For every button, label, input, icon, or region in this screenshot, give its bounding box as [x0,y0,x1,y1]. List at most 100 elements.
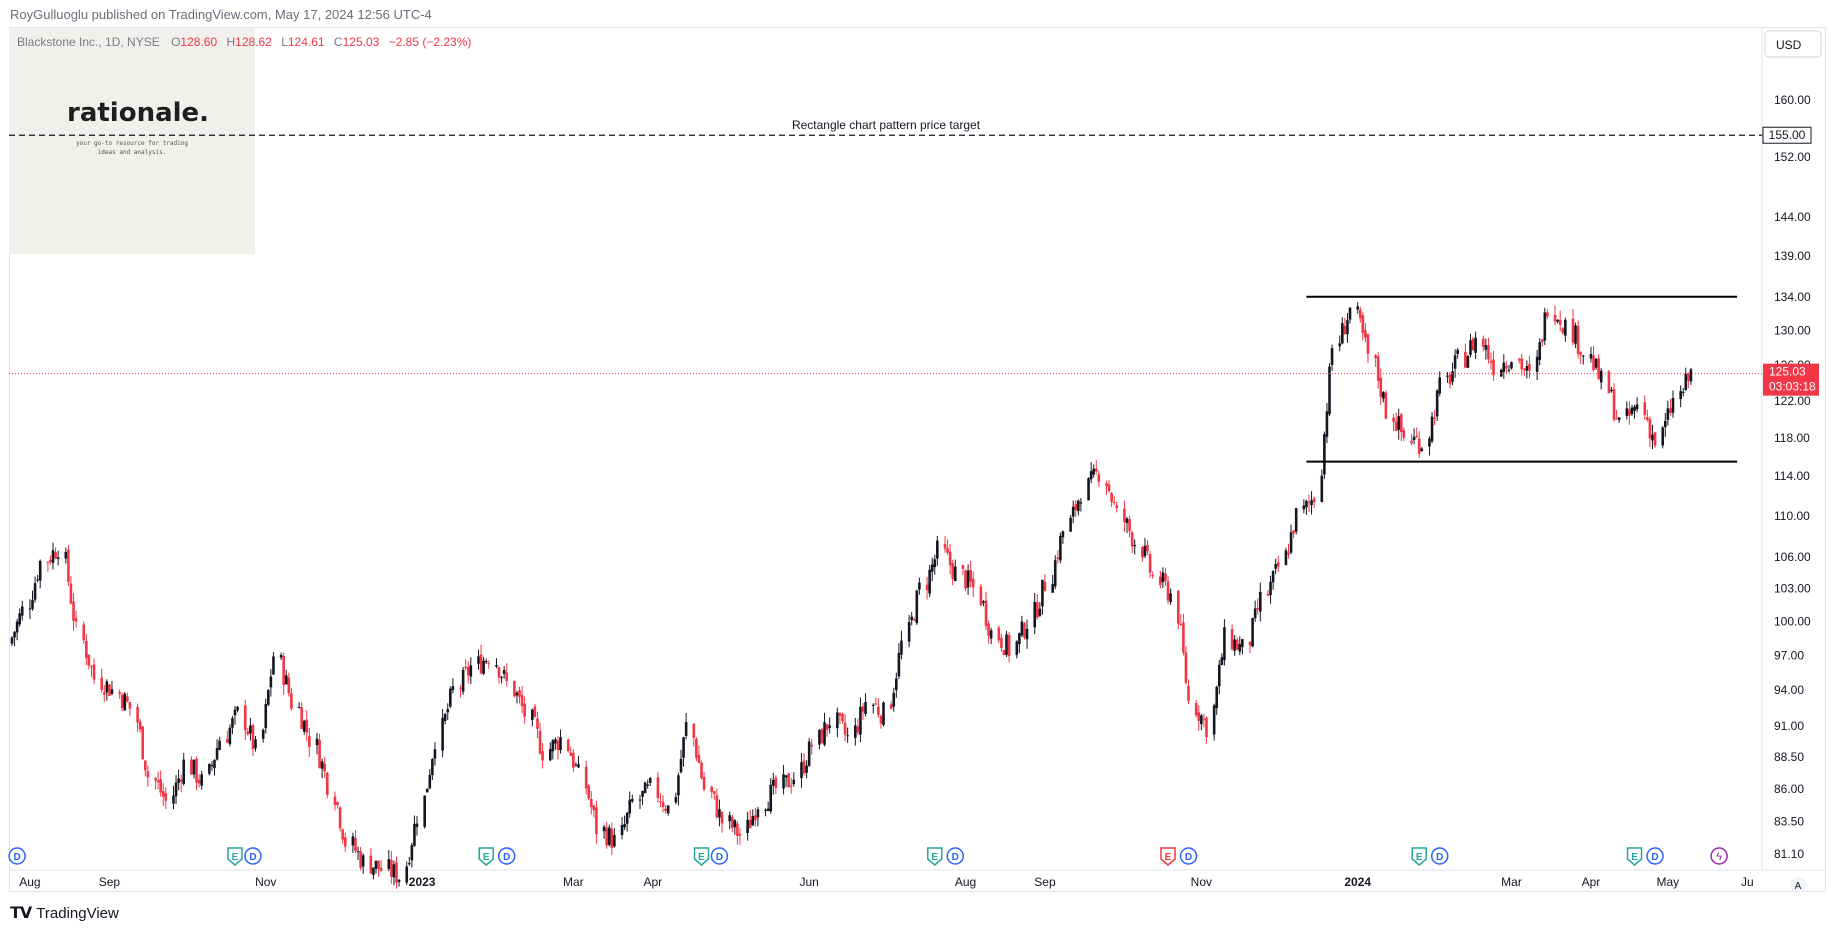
candle-body [859,706,862,735]
time-tick-label: Sep [1034,875,1056,889]
earnings-icon: E [1165,852,1172,863]
candle-body [1164,573,1167,581]
candle-body [631,799,634,802]
dividend-marker[interactable]: D [1430,847,1449,865]
candle-body [1307,501,1311,503]
candle-body [566,739,570,751]
earnings-icon: E [483,852,490,863]
candle-body [1430,416,1434,442]
candle-body [915,590,919,624]
tradingview-brand[interactable]: TradingView [36,904,119,922]
symbol-legend[interactable]: Blackstone Inc., 1D, NYSE O128.60 H128.6… [17,35,471,49]
auto-scale-button-circle[interactable] [1790,877,1806,893]
dividend-marker-circle[interactable] [1646,847,1664,865]
earnings-marker[interactable]: E [478,847,494,866]
candle-body [477,656,480,664]
dividend-marker-circle[interactable] [244,847,262,865]
candle-body [1648,419,1652,439]
earnings-marker-shape[interactable] [927,847,943,866]
dividend-marker[interactable]: D [710,847,729,865]
dividend-marker[interactable]: D [8,847,26,865]
candle-body [1679,391,1682,399]
candle-body [1151,575,1154,577]
dividend-marker[interactable]: D [1646,847,1664,865]
candle-body [1002,650,1006,656]
candle-body [1205,717,1208,738]
dividend-marker[interactable]: D [1179,847,1198,865]
candle-body [1438,377,1442,394]
earnings-marker[interactable]: E [227,847,243,866]
earnings-marker-shape[interactable] [1160,847,1176,866]
dividend-icon: D [716,852,723,863]
currency-button-frame[interactable] [1764,30,1822,58]
price-tick-label: 144.00 [1774,210,1811,224]
dividend-marker-circle[interactable] [946,847,965,865]
candle-body [1161,572,1165,583]
dividend-marker[interactable]: D [497,847,516,865]
candle-body [1146,544,1149,552]
candle-body [297,707,301,709]
candles-group[interactable] [10,302,1693,889]
candle-body [1394,421,1398,431]
auto-scale-button[interactable]: A [1790,877,1806,893]
lightning-icon: ϟ [1716,851,1722,863]
currency-label[interactable]: USD [1776,38,1802,52]
earnings-marker[interactable]: E [1626,847,1643,866]
earnings-marker-shape[interactable] [1626,847,1643,866]
currency-button[interactable]: USD [1764,30,1822,58]
upcoming-event-circle[interactable] [1710,847,1728,865]
logo-background [9,28,255,254]
dividend-marker[interactable]: D [244,847,262,865]
earnings-marker-shape[interactable] [227,847,243,866]
earnings-marker-shape[interactable] [478,847,494,866]
earnings-marker[interactable]: E [1411,847,1427,866]
dividend-marker-circle[interactable] [497,847,516,865]
candle-body [782,774,785,789]
open-label: O [171,35,180,49]
candle-body [1007,634,1011,656]
candle-body [272,656,275,675]
earnings-icon: E [698,852,705,863]
symbol-name[interactable]: Blackstone Inc., 1D, NYSE [17,35,160,49]
candle-body [233,709,237,716]
candle-body [1094,468,1098,472]
dividend-marker-circle[interactable] [8,847,26,865]
candle-body [1179,624,1183,626]
candle-body [1217,664,1221,687]
earnings-marker[interactable]: E [1160,847,1176,866]
dividend-marker-circle[interactable] [1179,847,1198,865]
candle-body [966,570,970,588]
candle-body [1433,417,1436,420]
earnings-marker[interactable]: E [693,847,710,866]
time-axis[interactable]: Aug Sep Nov 2023 Mar Apr Jun Aug Sep Nov 2024 Mar Ap… [19,875,1753,889]
candle-body [323,763,327,772]
earnings-marker[interactable]: E [927,847,943,866]
candle-body [997,627,1001,641]
dividend-marker-circle[interactable] [710,847,729,865]
candle-body [1666,408,1670,420]
candle-body [505,672,509,681]
price-target-annotation[interactable]: Rectangle chart pattern price target [792,118,981,132]
candle-body [351,836,355,846]
earnings-marker-shape[interactable] [1411,847,1427,866]
dividend-marker[interactable]: D [946,847,965,865]
candle-body [1446,375,1449,377]
candle-body [854,725,857,738]
earnings-marker-shape[interactable] [693,847,710,866]
high-value: 128.62 [235,35,272,49]
candle-body [1417,438,1421,454]
dividend-icon: D [249,852,256,863]
upcoming-event-marker[interactable]: ϟ [1710,847,1728,865]
candle-body [325,772,329,795]
candle-body [190,759,193,775]
candle-body [1617,417,1621,421]
candle-body [1361,315,1365,333]
price-axis[interactable]: 81.10 83.50 86.00 88.50 91.00 94.00 97.00 100.0… [1774,93,1811,861]
candle-body [1184,652,1188,683]
time-tick-label: Aug [19,875,40,889]
price-tick-label: 130.00 [1774,323,1811,337]
dividend-marker-circle[interactable] [1430,847,1449,865]
tradingview-footer[interactable]: 𝗧𝗩 TradingView [10,903,119,923]
